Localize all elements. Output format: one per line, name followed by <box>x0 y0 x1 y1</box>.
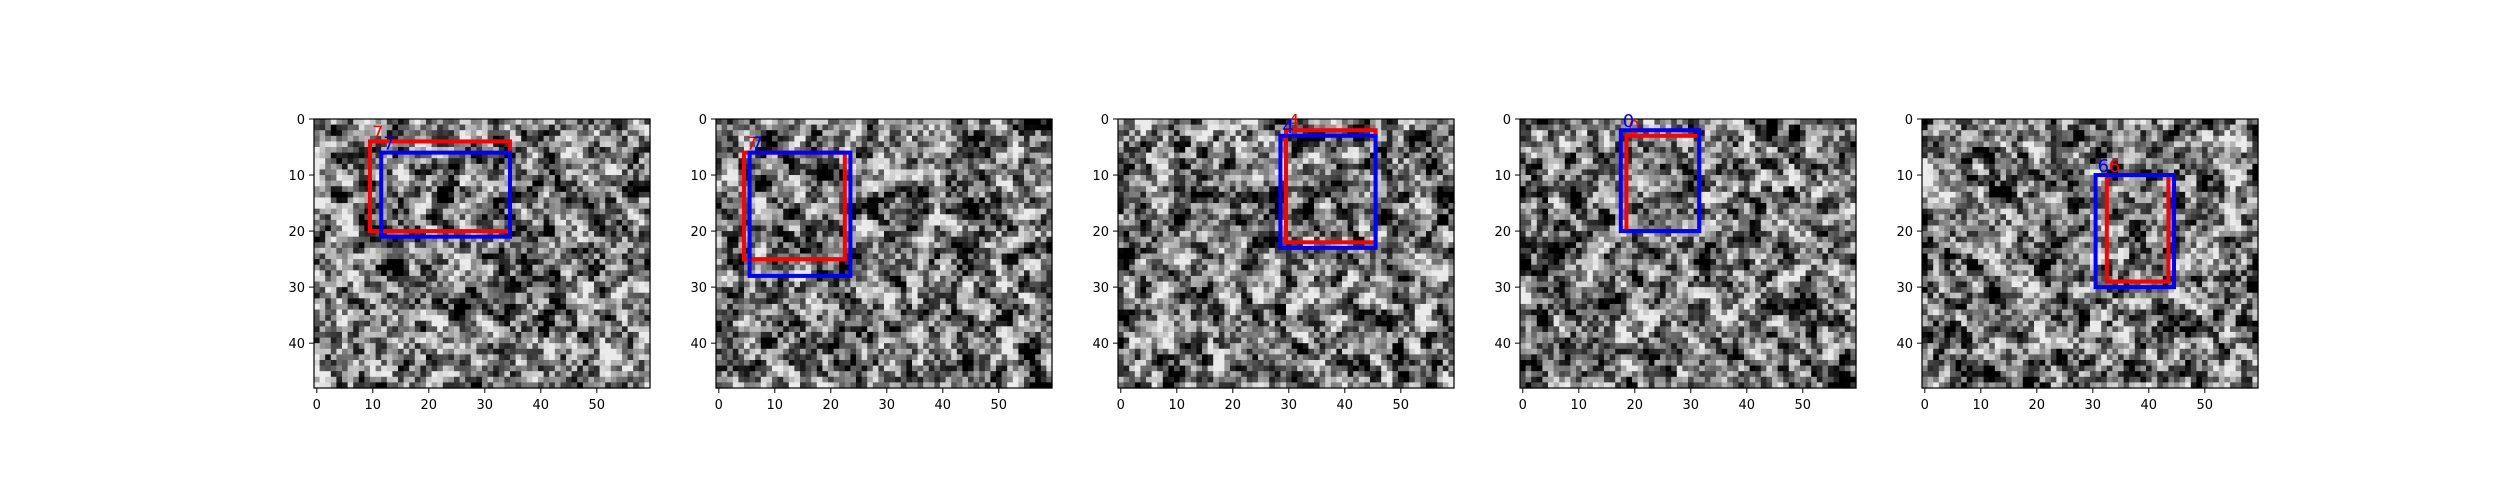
x-tick-label: 0 <box>715 398 723 413</box>
y-tick-label: 40 <box>690 337 707 352</box>
x-tick-label: 20 <box>2029 398 2046 413</box>
blue-box <box>747 150 853 278</box>
y-tick-label: 20 <box>288 225 305 240</box>
x-tick-label: 50 <box>2197 398 2214 413</box>
y-tick-label: 20 <box>1494 225 1511 240</box>
red-box-label: 7 <box>372 122 383 143</box>
image-pixels <box>716 119 1053 389</box>
x-tick-label: 40 <box>935 398 952 413</box>
y-tick-label: 30 <box>1896 281 1913 296</box>
y-tick-label: 10 <box>288 169 305 184</box>
x-tick-label: 10 <box>1973 398 1990 413</box>
x-tick-label: 0 <box>1921 398 1929 413</box>
image-pixels <box>314 119 651 389</box>
image-pixels <box>1520 119 1857 389</box>
x-tick-label: 0 <box>1117 398 1125 413</box>
axes-frame <box>1921 118 2259 389</box>
y-tick-label: 40 <box>1092 337 1109 352</box>
y-tick-label: 30 <box>1092 281 1109 296</box>
y-tick-label: 30 <box>288 281 305 296</box>
x-tick-label: 20 <box>1627 398 1644 413</box>
y-tick-label: 10 <box>690 169 707 184</box>
axes-frame <box>715 118 1053 389</box>
x-tick-label: 40 <box>1739 398 1756 413</box>
y-tick-label: 40 <box>1494 337 1511 352</box>
axes-frame <box>313 118 651 389</box>
blue-box <box>2093 173 2177 290</box>
y-tick-label: 10 <box>1092 169 1109 184</box>
x-tick-label: 40 <box>1337 398 1354 413</box>
red-box-label: 0 <box>1628 117 1639 138</box>
blue-box-label: 0 <box>1623 111 1634 132</box>
x-tick-label: 30 <box>1683 398 1700 413</box>
y-tick-label: 10 <box>1494 169 1511 184</box>
subplot-5: 0 10 20 30 40 50 0 10 20 30 40 66 <box>1896 113 2259 413</box>
y-tick-label: 40 <box>288 337 305 352</box>
y-tick-label: 30 <box>690 281 707 296</box>
axes-frame <box>1117 118 1455 389</box>
blue-box-label: 6 <box>2098 156 2109 177</box>
blue-box <box>1618 128 1702 234</box>
x-tick-label: 50 <box>589 398 606 413</box>
x-tick-label: 20 <box>823 398 840 413</box>
blue-box-label: 7 <box>752 134 763 155</box>
y-tick-label: 20 <box>690 225 707 240</box>
blue-box <box>1278 133 1378 250</box>
y-tick-label: 20 <box>1092 225 1109 240</box>
y-tick-label: 20 <box>1896 225 1913 240</box>
blue-box-label: 7 <box>383 134 394 155</box>
x-tick-label: 30 <box>477 398 494 413</box>
x-tick-label: 10 <box>767 398 784 413</box>
y-tick-label: 0 <box>297 113 305 128</box>
blue-box-label: 4 <box>1282 117 1293 138</box>
x-tick-label: 0 <box>313 398 321 413</box>
subplot-3: 0 10 20 30 40 50 0 10 20 30 40 44 <box>1092 111 1455 413</box>
y-tick-label: 10 <box>1896 169 1913 184</box>
x-tick-label: 40 <box>2141 398 2158 413</box>
x-tick-label: 30 <box>2085 398 2102 413</box>
red-box-label: 6 <box>2109 156 2120 177</box>
red-box-label: 4 <box>1288 111 1299 132</box>
x-tick-label: 10 <box>365 398 382 413</box>
x-tick-label: 50 <box>991 398 1008 413</box>
red-box-label: 7 <box>746 134 757 155</box>
y-tick-label: 30 <box>1494 281 1511 296</box>
subplot-2: 0 10 20 30 40 50 0 10 20 30 40 77 <box>690 113 1053 413</box>
x-tick-label: 30 <box>1281 398 1298 413</box>
y-tick-label: 0 <box>699 113 707 128</box>
image-pixels <box>1922 119 2259 389</box>
axes-frame <box>1519 118 1857 389</box>
y-tick-label: 40 <box>1896 337 1913 352</box>
y-tick-label: 0 <box>1905 113 1913 128</box>
x-tick-label: 20 <box>1225 398 1242 413</box>
blue-box <box>379 150 513 239</box>
x-tick-label: 10 <box>1571 398 1588 413</box>
x-tick-label: 20 <box>421 398 438 413</box>
subplot-1: 0 10 20 30 40 50 0 10 20 30 40 77 <box>288 113 651 413</box>
y-tick-label: 0 <box>1101 113 1109 128</box>
x-tick-label: 40 <box>533 398 550 413</box>
x-tick-label: 30 <box>879 398 896 413</box>
image-pixels <box>1118 119 1455 389</box>
x-tick-label: 0 <box>1519 398 1527 413</box>
x-tick-label: 50 <box>1393 398 1410 413</box>
x-tick-label: 10 <box>1169 398 1186 413</box>
x-tick-label: 50 <box>1795 398 1812 413</box>
y-tick-label: 0 <box>1503 113 1511 128</box>
